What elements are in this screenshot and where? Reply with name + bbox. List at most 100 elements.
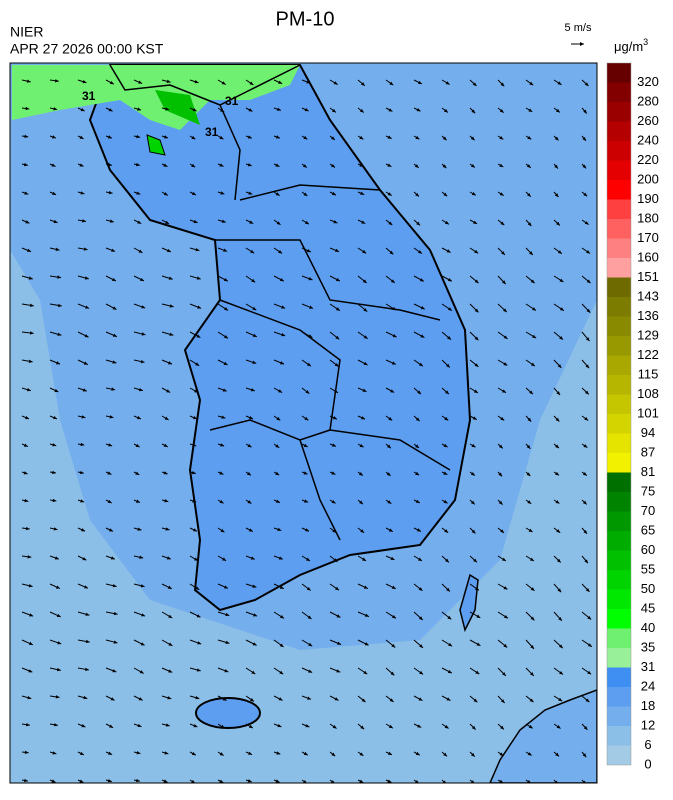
wind-arrow-head <box>582 472 587 476</box>
wind-arrow-head <box>135 162 140 167</box>
wind-arrow-head <box>53 219 58 224</box>
colorbar-label: 115 <box>638 366 659 381</box>
wind-arrow-head <box>364 642 369 646</box>
wind-arrow-head <box>447 669 452 674</box>
wind-arrow-head <box>307 615 312 620</box>
colorbar-box <box>607 316 631 336</box>
wind-arrow-head <box>526 779 531 783</box>
wind-arrow-head <box>447 615 452 620</box>
wind-arrow-head <box>416 108 421 112</box>
wind-arrow-head <box>219 471 224 475</box>
wind-arrow-head <box>361 220 366 224</box>
wind-arrow-head <box>532 334 537 339</box>
wind-arrow-head <box>220 191 225 195</box>
wind-arrow-head <box>84 276 89 280</box>
wind-arrow-head <box>108 108 113 112</box>
wind-arrow-head <box>333 220 338 224</box>
wind-arrow-head <box>248 751 253 755</box>
colorbar-label: 87 <box>641 444 655 459</box>
wind-arrow-head <box>138 80 143 84</box>
wind-arrow-head <box>109 415 114 419</box>
wind-arrow-head <box>140 359 145 364</box>
wind-arrow-head <box>527 417 532 422</box>
wind-arrow-head <box>27 695 32 700</box>
wind-arrow-head <box>279 585 284 589</box>
wind-arrow-head <box>280 614 284 619</box>
wind-arrow-head <box>308 277 313 281</box>
wind-arrow-head <box>582 780 586 783</box>
wind-arrow-head <box>445 390 449 395</box>
jeju-island <box>195 697 261 729</box>
colorbar-box <box>607 355 631 375</box>
wind-arrow-head <box>250 698 254 702</box>
wind-arrow-head <box>191 163 196 168</box>
wind-arrow-head <box>584 390 589 395</box>
wind-arrow-head <box>498 500 503 505</box>
wind-arrow-head <box>163 192 168 196</box>
wind-arrow-head <box>279 643 284 648</box>
wind-arrow-head <box>57 332 62 336</box>
wind-arrow-head <box>136 191 141 195</box>
wind-arrow-head <box>360 416 365 420</box>
wind-arrow-head <box>474 249 479 254</box>
wind-arrow-head <box>390 671 395 676</box>
colorbar-label: 70 <box>641 503 655 518</box>
colorbar-box <box>607 297 631 317</box>
wind-arrow-head <box>220 724 225 729</box>
wind-arrow-head <box>57 275 62 279</box>
wind-arrow-head <box>362 249 367 254</box>
wind-arrow-head <box>53 107 58 111</box>
wind-arrow-head <box>583 529 588 534</box>
wind-arrow-head <box>499 752 504 756</box>
wind-arrow-head <box>278 249 283 254</box>
wind-arrow-head <box>303 471 308 475</box>
wind-arrow-head <box>23 471 28 475</box>
wind-arrow-head <box>248 724 253 729</box>
wind-arrow-head <box>363 307 368 312</box>
wind-arrow-head <box>336 614 341 618</box>
wind-arrow-head <box>502 389 507 393</box>
title: PM-10 <box>276 8 335 30</box>
wind-arrow-head <box>136 134 141 139</box>
wind-arrow-head <box>139 555 144 559</box>
wind-arrow-head <box>442 136 447 141</box>
wind-arrow-head <box>247 163 252 167</box>
wind-arrow-head <box>529 390 533 395</box>
colorbar-label: 81 <box>641 464 655 479</box>
colorbar-box <box>607 492 631 512</box>
wind-arrow-head <box>388 751 393 755</box>
wind-arrow-head <box>418 616 423 620</box>
wind-arrow-head <box>223 585 228 589</box>
wind-arrow-head <box>81 528 86 532</box>
wind-arrow-head <box>446 587 450 592</box>
wind-arrow-head <box>448 642 453 647</box>
colorbar-box <box>607 531 631 551</box>
unit-power: 3 <box>643 37 648 47</box>
wind-arrow-head <box>587 615 592 620</box>
wind-arrow-head <box>222 697 227 701</box>
wind-arrow-head <box>391 361 396 365</box>
wind-arrow-head <box>417 724 422 728</box>
wind-arrow-head <box>331 108 336 113</box>
wind-arrow-head <box>415 135 420 140</box>
wind-arrow-head <box>249 220 254 224</box>
wind-arrows <box>21 79 593 783</box>
wind-arrow-head <box>499 135 504 140</box>
wind-arrow-head <box>24 191 29 195</box>
wind-arrow-head <box>391 643 396 648</box>
wind-arrow-head <box>554 136 559 141</box>
wind-arrow-head <box>331 136 335 140</box>
wind-arrow-head <box>361 698 366 703</box>
wind-arrow-head <box>555 752 560 757</box>
wind-arrow-head <box>526 164 531 168</box>
wind-arrow-head <box>165 220 170 224</box>
wind-arrow-head <box>392 614 396 619</box>
wind-arrow-head <box>279 670 284 675</box>
wind-arrow-head <box>107 779 112 783</box>
wind-arrow-head <box>503 362 508 366</box>
wind-arrow-head <box>582 753 587 758</box>
wind-arrow-head <box>420 334 425 338</box>
wind-arrow-head <box>474 363 479 367</box>
colorbar-label: 170 <box>637 230 659 245</box>
wind-arrow-head <box>54 723 58 727</box>
